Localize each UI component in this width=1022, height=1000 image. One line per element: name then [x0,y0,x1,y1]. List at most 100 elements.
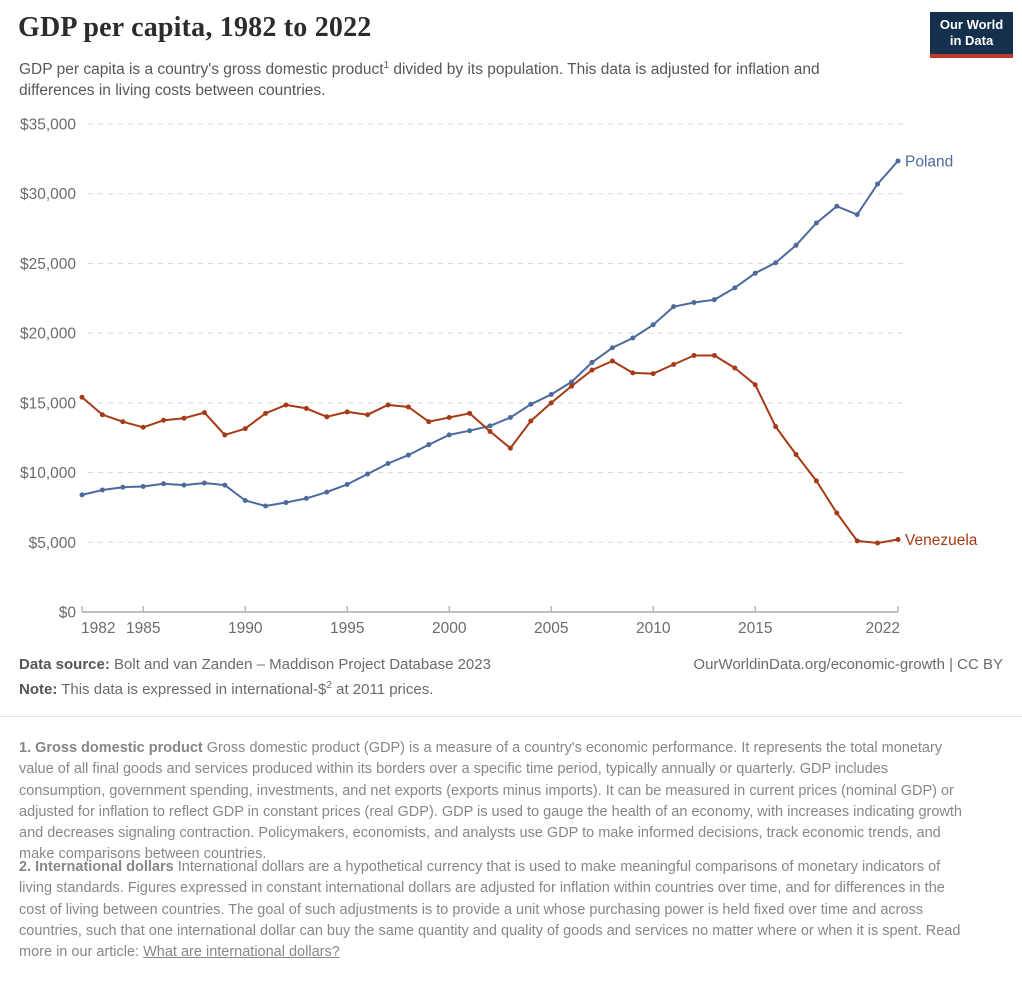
venezuela-point [548,400,554,406]
venezuela-point [426,419,432,425]
poland-point [507,414,513,420]
series-label-venezuela: Venezuela [905,532,978,549]
poland-point [671,304,677,310]
venezuela-point [650,371,656,377]
venezuela-point [711,352,717,358]
x-tick-label: 1985 [126,620,160,637]
logo-line1: Our World [939,17,1004,32]
venezuela-point [895,536,901,542]
owid-logo[interactable]: Our World in Data [930,12,1013,58]
poland-point [752,270,758,276]
y-tick-label: $0 [59,605,77,622]
poland-point [854,212,860,218]
venezuela-point [609,358,615,364]
logo-line2: in Data [949,33,994,48]
x-tick-label: 2015 [738,620,772,637]
venezuela-point [875,540,881,546]
poland-point [161,481,167,487]
venezuela-point [324,414,330,420]
venezuela-line [81,354,899,544]
footnote-intl-lead: 2. International dollars [19,859,174,875]
venezuela-point [569,383,575,389]
page-title: GDP per capita, 1982 to 2022 [18,12,372,43]
poland-point [79,492,85,498]
poland-point [793,242,799,248]
gdp-chart[interactable]: $0 $5,000 $10,000 $15,000 $20,000 $25,000 $30,… [0,0,1022,650]
poland-point [303,495,309,501]
x-tick-label: 2005 [534,620,568,637]
series-label-poland: Poland [905,153,953,170]
venezuela-point [365,412,371,418]
poland-point [201,480,207,486]
venezuela-point [99,412,105,418]
poland-point [140,484,146,490]
venezuela-point [691,352,697,358]
poland-point [283,500,289,506]
footnote-ref-1[interactable]: 1 [383,59,390,71]
poland-point [344,481,350,487]
venezuela-point [467,410,473,416]
poland-point [365,471,371,477]
poland-point [630,335,636,341]
venezuela-point [732,365,738,371]
chart-subtitle: GDP per capita is a country's gross dome… [19,59,839,101]
venezuela-point [263,410,269,416]
x-tick-label: 1982 [81,620,115,637]
venezuela-point [283,402,289,408]
venezuela-point [161,417,167,423]
note-text: This data is expressed in international-… [57,681,327,698]
venezuela-point [854,538,860,544]
footnote-gdp: 1. Gross domestic product Gross domestic… [19,738,971,866]
y-tick-label: $20,000 [20,326,76,343]
venezuela-point [405,404,411,410]
note-label: Note: [19,681,58,698]
venezuela-point [773,424,779,430]
note-text-2: at 2011 prices. [331,681,434,698]
y-tick-label: $35,000 [20,117,76,134]
poland-point [222,482,228,488]
footnote-intl-text: International dollars are a hypothetical… [19,859,961,961]
venezuela-point [385,402,391,408]
x-tick-label: 2010 [636,620,671,637]
y-tick-label: $30,000 [20,186,76,203]
venezuela-point [671,362,677,368]
data-source-label: Data source: [19,656,110,673]
venezuela-point [630,370,636,376]
poland-point [569,379,575,385]
venezuela-point [120,419,126,425]
poland-point [120,484,126,490]
venezuela-point [303,405,309,411]
poland-point [99,487,105,493]
y-tick-label: $25,000 [20,256,76,273]
poland-point [242,497,248,503]
poland-point [405,452,411,458]
poland-point [487,423,493,429]
venezuela-point [834,510,840,516]
intl-dollars-link[interactable]: What are international dollars? [143,944,340,961]
data-source-text: Bolt and van Zanden – Maddison Project D… [109,656,491,673]
venezuela-point [507,445,513,451]
poland-point [426,442,432,448]
venezuela-point [589,367,595,373]
poland-point [467,428,473,434]
footnote-gdp-text: Gross domestic product (GDP) is a measur… [19,740,962,863]
note-line: Note: This data is expressed in internat… [19,680,434,699]
venezuela-point [487,428,493,434]
venezuela-point [813,478,819,484]
series-poland[interactable]: Poland [79,153,954,509]
poland-point [181,482,187,488]
divider [0,716,1022,717]
series-venezuela[interactable]: Venezuela [79,352,978,549]
y-tick-label: $15,000 [20,395,76,412]
venezuela-point [752,382,758,388]
y-tick-label: $5,000 [29,535,77,552]
footnote-ref-2: 2 [326,680,332,691]
venezuela-point [79,394,85,400]
x-tick-label: 1990 [228,620,263,637]
poland-point [773,260,779,266]
poland-point [446,432,452,438]
footnote-intl-dollars: 2. International dollars International d… [19,857,971,963]
venezuela-point [140,424,146,430]
venezuela-point [242,426,248,432]
poland-point [385,461,391,467]
